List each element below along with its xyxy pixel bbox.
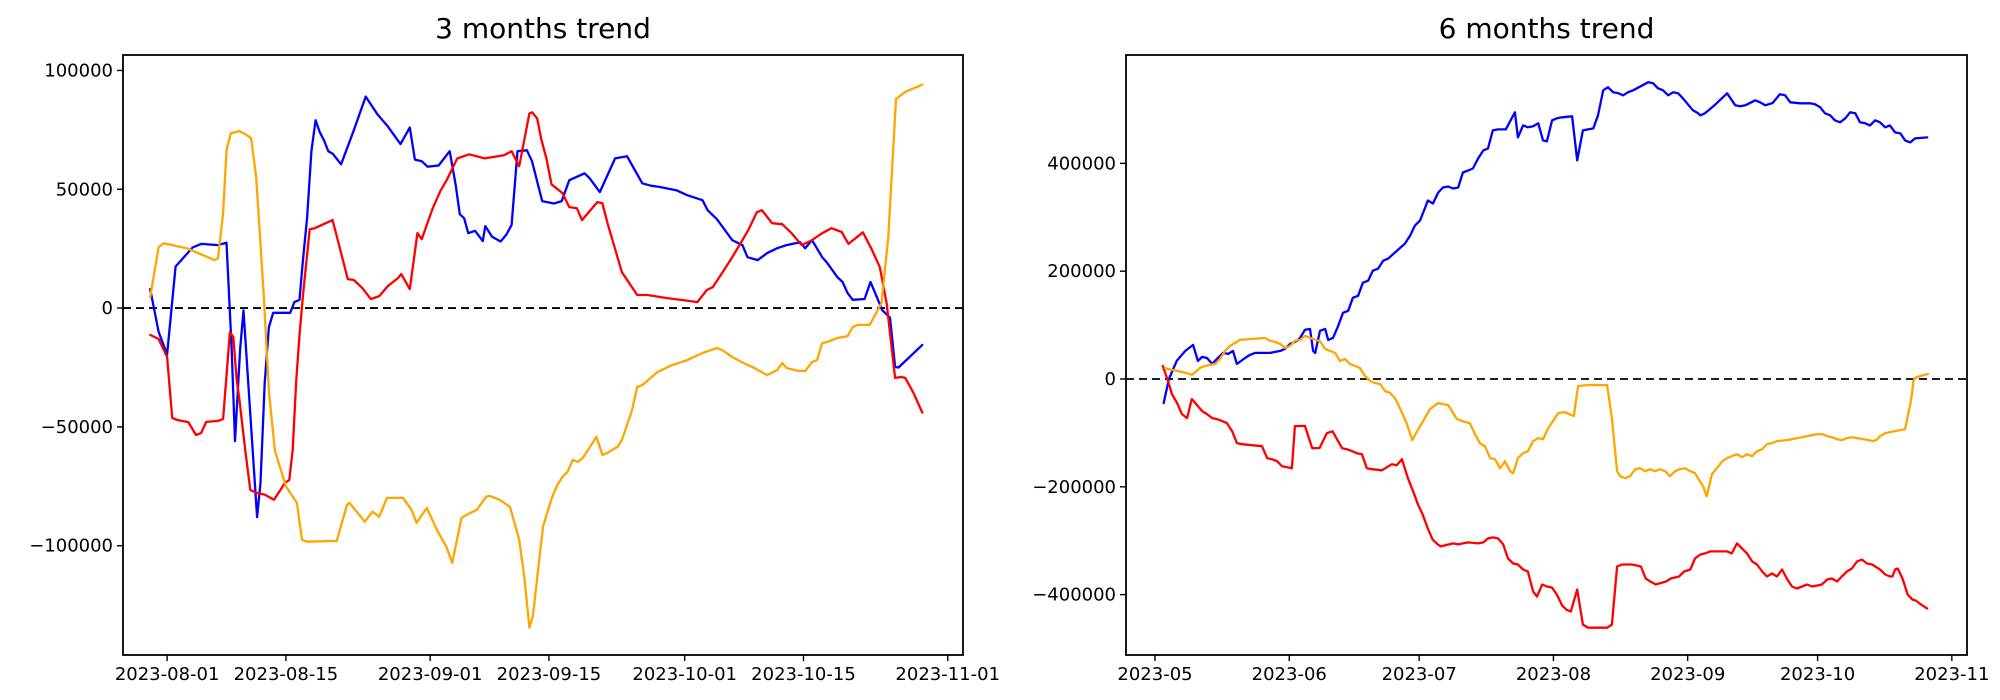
series-line-red xyxy=(1161,364,1929,629)
axes-6-months: 6 months trend 2023-05 2023-06 2023-07 2023-… xyxy=(1032,12,1989,685)
x-tick-label: 2023-05 xyxy=(1117,664,1192,685)
axes-3-months: 3 months trend 2023-08-01 2023-08-15 2023-0… xyxy=(29,12,1000,685)
y-tick-label: −400000 xyxy=(1032,585,1116,606)
y-tick-label: 0 xyxy=(1105,369,1116,390)
y-tick-label: 100000 xyxy=(44,60,113,81)
x-tick-label: 2023-09 xyxy=(1650,664,1725,685)
x-tick-label: 2023-07 xyxy=(1382,664,1457,685)
y-tick-label: 50000 xyxy=(56,179,113,200)
x-tick-label: 2023-11 xyxy=(1914,664,1989,685)
y-tick-label: 200000 xyxy=(1047,261,1116,282)
y-tick-label: −200000 xyxy=(1032,477,1116,498)
x-tick-label: 2023-11-01 xyxy=(895,664,1000,685)
y-tick-label: −50000 xyxy=(41,417,113,438)
chart-title: 6 months trend xyxy=(1439,12,1655,45)
x-tick-label: 2023-09-01 xyxy=(378,664,483,685)
x-tick-label: 2023-06 xyxy=(1252,664,1327,685)
x-tick-label: 2023-09-15 xyxy=(497,664,602,685)
x-tick-label: 2023-10 xyxy=(1780,664,1855,685)
x-tick-label: 2023-10-15 xyxy=(751,664,856,685)
series-line-blue xyxy=(1162,81,1929,405)
y-tick-label: 400000 xyxy=(1047,153,1116,174)
x-tick-label: 2023-08 xyxy=(1516,664,1591,685)
series-line-blue xyxy=(149,95,924,519)
chart-title: 3 months trend xyxy=(435,12,651,45)
plot-border xyxy=(1125,54,1968,656)
y-tick-label: −100000 xyxy=(29,536,113,557)
y-tick-label: 0 xyxy=(102,298,113,319)
series-line-orange xyxy=(1163,334,1930,498)
series-line-orange xyxy=(149,83,924,629)
x-tick-label: 2023-10-01 xyxy=(632,664,737,685)
x-tick-label: 2023-08-01 xyxy=(115,664,220,685)
series-line-red xyxy=(149,111,924,501)
plot-border xyxy=(122,54,964,656)
x-tick-label: 2023-08-15 xyxy=(234,664,339,685)
